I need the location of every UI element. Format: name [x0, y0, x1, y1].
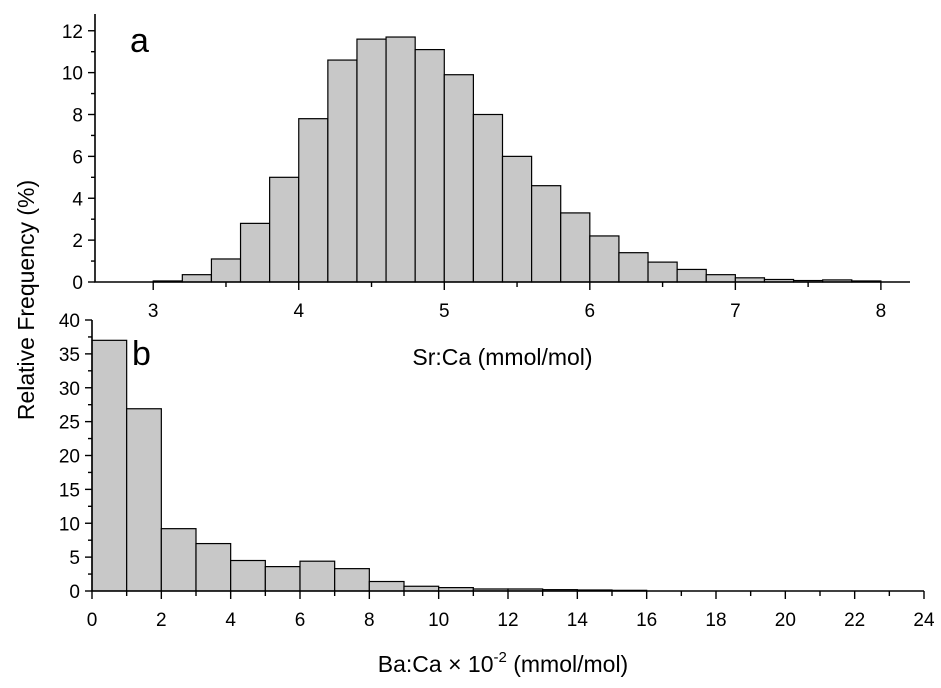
y-tick-label: 20 [59, 447, 80, 468]
x-tick-label: 16 [636, 610, 657, 631]
panel-label: b [132, 335, 151, 373]
x-tick-label: 4 [225, 610, 236, 631]
panel-label: a [130, 22, 149, 60]
bar [589, 235, 620, 283]
x-axis-title: Ba:Ca × 10-2 (mmol/mol) [378, 649, 628, 677]
bar [472, 113, 504, 283]
x-tick-label: 3 [148, 301, 159, 322]
y-tick-label: 2 [72, 231, 83, 252]
x-tick-label: 0 [87, 610, 98, 631]
y-tick-label: 15 [59, 480, 80, 501]
x-axis-title: Sr:Ca (mmol/mol) [412, 344, 592, 370]
bar [327, 59, 358, 283]
y-tick-label: 8 [72, 106, 83, 127]
x-tick-label: 8 [364, 610, 375, 631]
x-tick-label: 12 [497, 610, 518, 631]
bar [334, 568, 370, 592]
y-tick-label: 0 [72, 273, 83, 294]
x-tick-label: 8 [876, 301, 887, 322]
bar [239, 222, 271, 283]
y-tick-label: 6 [72, 147, 83, 168]
x-tick-label: 5 [439, 301, 450, 322]
bar [269, 176, 300, 283]
x-tick-label: 22 [844, 610, 865, 631]
y-tick-label: 0 [69, 582, 80, 603]
y-tick-label: 25 [59, 413, 80, 434]
x-tick-label: 14 [567, 610, 589, 631]
bar [531, 185, 562, 283]
x-tick-label: 7 [730, 301, 741, 322]
y-tick-label: 12 [62, 22, 83, 43]
y-tick-label: 30 [59, 379, 80, 400]
x-tick-label: 24 [913, 610, 935, 631]
bar [195, 542, 232, 592]
bar [230, 559, 266, 592]
x-tick-label: 6 [585, 301, 596, 322]
y-tick-label: 5 [69, 548, 80, 569]
bar [501, 155, 533, 283]
x-tick-label: 10 [428, 610, 449, 631]
y-tick-label: 4 [72, 189, 83, 210]
bar [705, 274, 736, 283]
bar [126, 408, 162, 592]
bar [181, 274, 213, 283]
bar [443, 74, 474, 283]
bar [160, 528, 197, 592]
bar [618, 252, 649, 283]
x-tick-label: 20 [775, 610, 796, 631]
y-tick-label: 10 [62, 64, 83, 85]
bar [356, 38, 387, 283]
bar [91, 339, 128, 592]
bar [647, 261, 678, 283]
y-tick-label: 35 [59, 345, 80, 366]
x-tick-label: 18 [705, 610, 726, 631]
bar [385, 36, 416, 283]
bar [368, 580, 405, 592]
bar [414, 48, 445, 283]
x-tick-label: 4 [293, 301, 304, 322]
bar [210, 258, 242, 283]
y-tick-label: 40 [59, 311, 80, 332]
bar [298, 118, 329, 283]
y-tick-label: 10 [59, 514, 80, 535]
panel-a-sr-ca-histogram: 0 2 4 6 8 10 12 3 4 5 6 7 8 a Sr:Ca (mmol/mol) [62, 14, 910, 370]
bar [560, 212, 591, 283]
bar [299, 560, 336, 592]
y-axis-title: Relative Frequency (%) [13, 180, 39, 420]
bar [676, 268, 707, 283]
x-tick-label: 6 [295, 610, 306, 631]
bar [264, 566, 301, 592]
x-tick-label: 2 [156, 610, 167, 631]
